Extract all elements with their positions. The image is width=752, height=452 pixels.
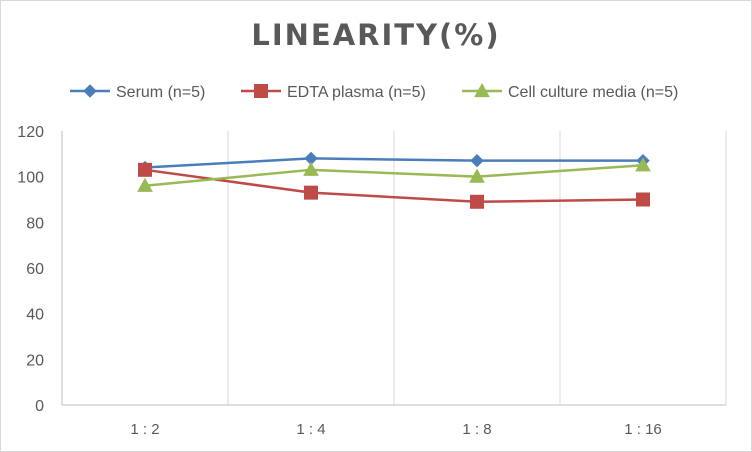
series-3-point: [137, 177, 153, 192]
series-2-point: [470, 194, 484, 209]
y-tick-labels: 0 20 40 60 80 100 120: [17, 124, 44, 415]
series-1-point: [470, 153, 484, 168]
series-3-point: [469, 168, 485, 183]
series-3-point: [303, 161, 319, 176]
series-markers: [137, 151, 651, 209]
y-tick-label: 60: [26, 261, 44, 278]
legend-marker-3: [474, 82, 490, 98]
legend: Serum (n=5) EDTA plasma (n=5) Cell culture…: [70, 82, 678, 101]
series-3-point: [635, 157, 651, 172]
series-2-point: [636, 192, 650, 207]
x-tick-label: 1 : 2: [130, 421, 159, 438]
y-tick-label: 20: [26, 352, 44, 369]
legend-label-1: Serum (n=5): [116, 84, 205, 101]
x-tick-label: 1 : 16: [624, 421, 662, 438]
series-lines: [144, 157, 644, 204]
series-line-3: [144, 164, 644, 188]
y-tick-label: 100: [17, 170, 44, 187]
y-tick-label: 120: [17, 124, 44, 141]
y-tick-label: 0: [35, 398, 44, 415]
y-tick-label: 80: [26, 215, 44, 232]
series-line-2: [144, 168, 644, 204]
x-tick-label: 1 : 8: [462, 421, 491, 438]
chart-title: LINEARITY(%): [251, 18, 501, 52]
series-2-point: [138, 162, 152, 177]
legend-label-3: Cell culture media (n=5): [508, 84, 678, 101]
axes: [61, 131, 726, 406]
legend-marker-2: [254, 84, 268, 98]
grid-lines: [227, 131, 727, 405]
series-line-1: [144, 157, 643, 169]
series-2-point: [304, 185, 318, 200]
x-tick-label: 1 : 4: [296, 421, 325, 438]
legend-marker-1: [83, 84, 97, 98]
y-tick-label: 40: [26, 307, 44, 324]
x-tick-labels: 1 : 2 1 : 4 1 : 8 1 : 16: [130, 421, 661, 438]
legend-label-2: EDTA plasma (n=5): [287, 84, 426, 101]
